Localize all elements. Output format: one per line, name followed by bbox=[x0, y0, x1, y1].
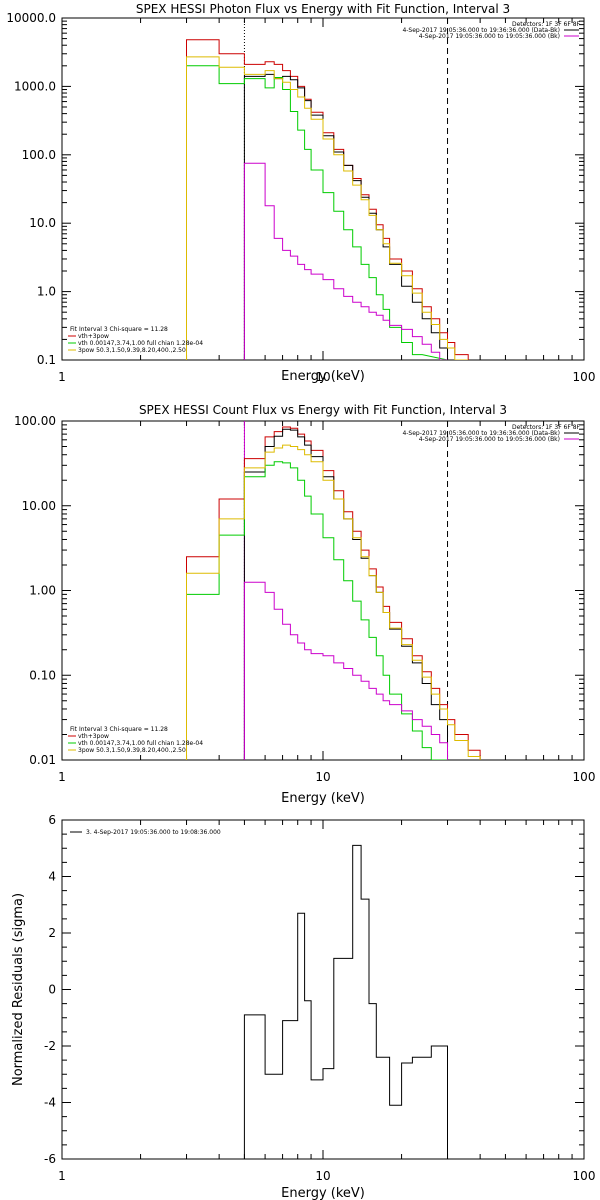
chart-title: SPEX HESSI Count Flux vs Energy with Fit… bbox=[139, 403, 507, 417]
y-tick-label: 100.0 bbox=[22, 148, 56, 162]
x-tick-label: 10 bbox=[315, 370, 330, 384]
chart-panel-3: 1 10 100 -6 -4 -2 0 2 4 6 Energy (keV) Normalized R… bbox=[11, 813, 595, 1200]
plot-area bbox=[243, 844, 448, 1159]
y-tick-label: 1000.0 bbox=[14, 79, 56, 93]
x-tick-label: 10 bbox=[315, 1169, 330, 1183]
chart-title: SPEX HESSI Photon Flux vs Energy with Fi… bbox=[136, 2, 510, 16]
series-line-5 bbox=[243, 581, 448, 760]
legend-text: 4-Sep-2017 19:05:36.000 to 19:05:36.000 … bbox=[419, 33, 560, 40]
y-axis-label: Normalized Residuals (sigma) bbox=[11, 893, 26, 1086]
y-tick-label: 0 bbox=[48, 983, 56, 997]
x-tick-label: 10 bbox=[315, 770, 330, 784]
series-line-2 bbox=[243, 73, 448, 360]
legend-text: 4-Sep-2017 19:05:36.000 to 19:36:36.000 … bbox=[402, 430, 560, 437]
series-line-4 bbox=[186, 56, 469, 360]
plot-frame bbox=[61, 819, 585, 1160]
x-tick-label: 1 bbox=[58, 370, 66, 384]
y-tick-label: 100.00 bbox=[14, 414, 56, 428]
y-tick-label: -4 bbox=[44, 1096, 56, 1110]
y-tick-label: 10.00 bbox=[22, 499, 56, 513]
x-axis-label: Energy (keV) bbox=[281, 791, 365, 806]
legend-text: Detectors: 1F 3F 6F 8F bbox=[512, 21, 581, 28]
chart-panel-2: 1 10 100 0.01 0.10 1.00 10.00 100.00 SPEX HESSI … bbox=[14, 403, 595, 806]
legend-text: vth 0.00147,3.74,1.00 full chian 1.28e-0… bbox=[78, 340, 203, 347]
y-tick-label: -2 bbox=[44, 1039, 56, 1053]
legend-text: Fit Interval 3 Chi-square = 11.28 bbox=[70, 326, 168, 333]
series-line-3 bbox=[186, 461, 448, 760]
plot-area bbox=[186, 18, 469, 360]
plot-area bbox=[186, 421, 481, 760]
x-tick-label: 100 bbox=[573, 370, 596, 384]
y-tick-label: 0.1 bbox=[37, 353, 56, 367]
x-axis-label: Energy (keV) bbox=[281, 369, 365, 384]
series-line-2 bbox=[243, 428, 448, 760]
y-tick-label: 2 bbox=[48, 926, 56, 940]
legend-text: 3pow 50.3,1.50,9.39,8.20,400.,2.50 bbox=[78, 747, 186, 754]
legend-text: 4-Sep-2017 19:05:36.000 to 19:36:36.000 … bbox=[402, 27, 560, 34]
y-tick-label: 0.10 bbox=[29, 668, 56, 682]
y-tick-label: 4 bbox=[48, 870, 56, 884]
x-tick-label: 100 bbox=[573, 770, 596, 784]
x-axis-label: Energy (keV) bbox=[281, 1186, 365, 1200]
y-tick-label: 1.00 bbox=[29, 584, 56, 598]
y-tick-label: -6 bbox=[44, 1152, 56, 1166]
series-line-1 bbox=[186, 426, 481, 760]
legend-text: Fit Interval 3 Chi-square = 11.28 bbox=[70, 726, 168, 733]
x-tick-label: 100 bbox=[573, 1169, 596, 1183]
x-tick-label: 1 bbox=[58, 770, 66, 784]
legend-text: vth+3pow bbox=[78, 733, 109, 740]
legend-text: 4-Sep-2017 19:05:36.000 to 19:05:36.000 … bbox=[419, 436, 560, 443]
legend-text: 3pow 50.3,1.50,9.39,8.20,400.,2.50 bbox=[78, 347, 186, 354]
legend-text: 3. 4-Sep-2017 19:05:36.000 to 19:08:36.0… bbox=[86, 829, 221, 836]
chart-panel-1: 1 10 100 0.1 1.0 10.0 100.0 1000.0 10000.0 SPEX H… bbox=[6, 2, 595, 384]
series-line-5 bbox=[243, 162, 448, 360]
y-tick-label: 10000.0 bbox=[6, 11, 56, 25]
legend-text: vth+3pow bbox=[78, 333, 109, 340]
legend-text: Detectors: 1F 3F 6F 8F bbox=[512, 424, 581, 431]
x-tick-label: 1 bbox=[58, 1169, 66, 1183]
y-tick-label: 1.0 bbox=[37, 285, 56, 299]
y-tick-label: 10.0 bbox=[29, 216, 56, 230]
y-tick-label: 6 bbox=[48, 813, 56, 827]
series-line-3 bbox=[186, 65, 448, 360]
legend-text: vth 0.00147,3.74,1.00 full chian 1.28e-0… bbox=[78, 740, 203, 747]
series-line-4 bbox=[186, 444, 481, 760]
series-line-1 bbox=[243, 844, 448, 1159]
y-tick-label: 0.01 bbox=[29, 753, 56, 767]
